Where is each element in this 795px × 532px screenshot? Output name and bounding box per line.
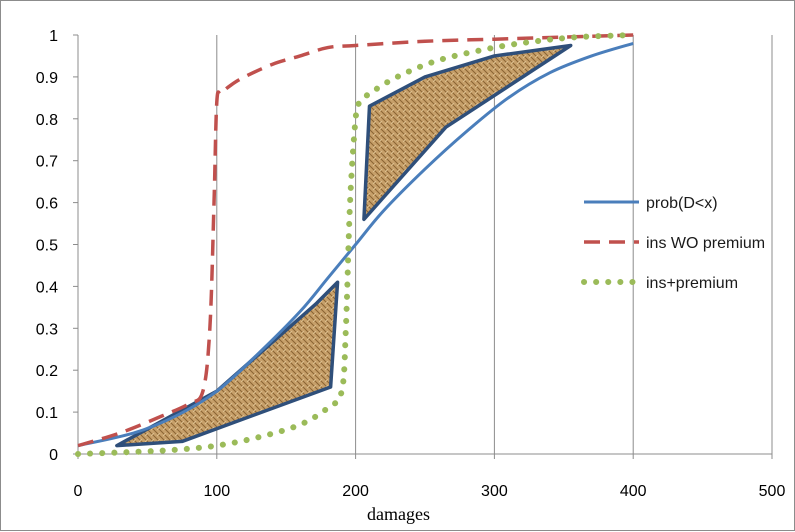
y-tick-label: 0 (49, 447, 58, 464)
legend-label-2: ins WO premium (646, 235, 765, 252)
x-tick-label: 400 (620, 483, 647, 500)
x-axis-label: damages (367, 504, 430, 524)
x-tick-label: 500 (759, 483, 786, 500)
y-tick-label: 1 (49, 28, 58, 45)
y-tick-label: 0.4 (36, 279, 58, 296)
x-tick-label: 300 (481, 483, 508, 500)
tick-labels: 0 0.1 0.2 0.3 0.4 0.5 0.6 0.7 0.8 0.9 1 0 100 200 300 4… (36, 28, 786, 500)
y-tick-label: 0.7 (36, 154, 58, 171)
series-line-2 (77, 33, 634, 448)
axes (73, 34, 773, 459)
shaded-region (362, 43, 573, 222)
y-tick-label: 0.2 (36, 363, 58, 380)
series-lines (75, 32, 637, 457)
y-tick-label: 0.1 (36, 405, 58, 422)
y-tick-label: 0.3 (36, 321, 58, 338)
x-tick-label: 0 (74, 483, 83, 500)
series-line-3 (75, 32, 637, 457)
shaded-regions (115, 43, 573, 448)
gridlines (216, 35, 773, 454)
x-tick-label: 200 (342, 483, 369, 500)
y-tick-label: 0.8 (36, 112, 58, 129)
legend-label-3: ins+premium (646, 275, 738, 292)
series-line-1 (77, 41, 634, 448)
y-tick-label: 0.6 (36, 196, 58, 213)
y-tick-label: 0.9 (36, 70, 58, 87)
legend-label-1: prob(D<x) (646, 195, 718, 212)
y-tick-label: 0.5 (36, 238, 58, 255)
legend: prob(D<x) ins WO premium ins+premium (581, 195, 765, 292)
x-tick-label: 100 (203, 483, 230, 500)
